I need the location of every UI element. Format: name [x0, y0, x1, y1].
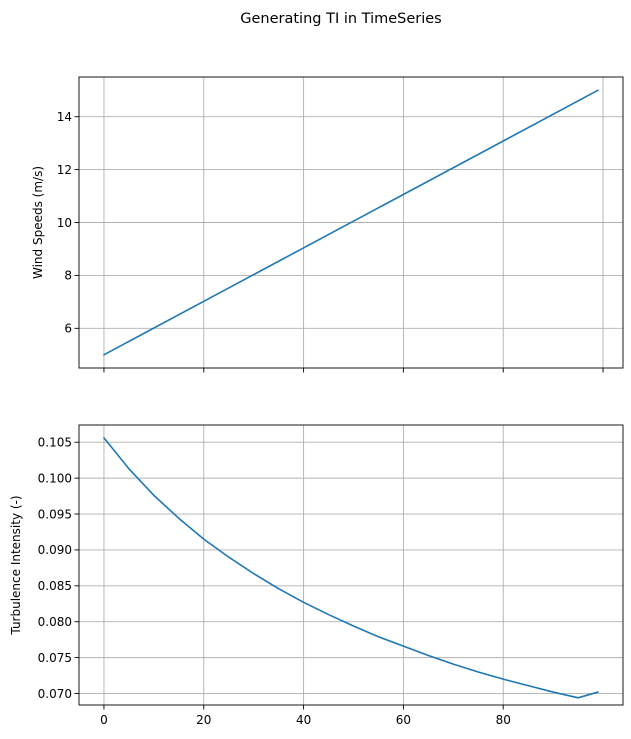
wind-speed-ytick-label: 14 [57, 110, 72, 124]
turbulence-intensity-grid [79, 425, 623, 705]
wind-speed-ylabel: Wind Speeds (m/s) [31, 166, 45, 279]
turbulence-intensity-ytick-label: 0.105 [38, 436, 72, 450]
figure-title: Generating TI in TimeSeries [240, 11, 441, 27]
turbulence-intensity-axes: 0 20 40 60 80 0.070 0.075 0.080 0.085 0.090 0.095 0… [9, 424, 624, 727]
turbulence-intensity-xtick-label: 40 [296, 713, 311, 727]
turbulence-intensity-xtick-label: 0 [100, 713, 108, 727]
turbulence-intensity-series-line [103, 437, 599, 699]
turbulence-intensity-ytick-label: 0.090 [38, 543, 72, 557]
turbulence-intensity-plot-area [78, 424, 624, 706]
turbulence-intensity-xtick-label: 20 [196, 713, 211, 727]
turbulence-intensity-ytick-label: 0.095 [38, 507, 72, 521]
wind-speed-ticks: 6 8 10 12 14 [57, 110, 604, 373]
turbulence-intensity-xtick-label: 60 [396, 713, 411, 727]
wind-speed-ytick-label: 10 [57, 216, 72, 230]
turbulence-intensity-ytick-label: 0.080 [38, 615, 72, 629]
wind-speed-ytick-label: 12 [57, 163, 72, 177]
turbulence-intensity-frame [78, 424, 624, 706]
turbulence-intensity-ticks: 0 20 40 60 80 0.070 0.075 0.080 0.085 0.090 0.095 0… [38, 436, 511, 727]
wind-speed-ytick-label: 8 [64, 269, 72, 283]
turbulence-intensity-ytick-label: 0.070 [38, 687, 72, 701]
wind-speed-series-line [103, 89, 599, 356]
wind-speed-ytick-label: 6 [64, 322, 72, 336]
wind-speed-axes: 6 8 10 12 14 Wind Speeds (m/s) [31, 76, 624, 373]
turbulence-intensity-xtick-label: 80 [496, 713, 511, 727]
turbulence-intensity-ytick-label: 0.075 [38, 651, 72, 665]
turbulence-intensity-ytick-label: 0.100 [38, 471, 72, 485]
turbulence-intensity-ytick-label: 0.085 [38, 579, 72, 593]
turbulence-intensity-ylabel: Turbulence Intensity (-) [9, 495, 23, 635]
